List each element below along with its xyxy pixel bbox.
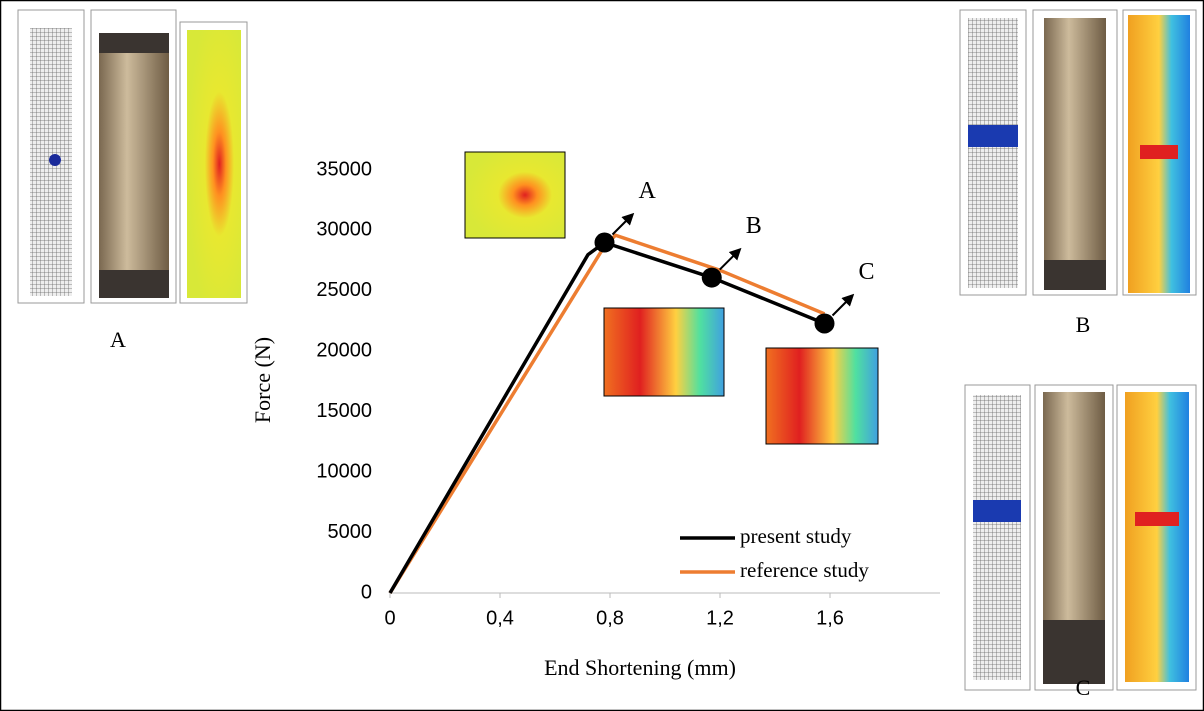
x-tick-label: 0,8: [596, 607, 624, 629]
x-tick-label: 1,6: [816, 607, 844, 629]
y-tick-label: 20000: [316, 340, 372, 362]
y-axis-label: Force (N): [250, 337, 275, 423]
y-tick-label: 10000: [316, 460, 372, 482]
point-marker: [814, 313, 835, 334]
y-tick-label: 35000: [316, 158, 372, 180]
panel-label: B: [1076, 312, 1091, 337]
legend-label: reference study: [740, 558, 869, 582]
point-marker: [701, 267, 722, 288]
y-tick-label: 0: [361, 581, 372, 603]
x-axis-label: End Shortening (mm): [544, 655, 736, 680]
point-label: C: [859, 259, 875, 285]
y-tick-label: 30000: [316, 219, 372, 241]
x-tick-label: 1,2: [706, 607, 734, 629]
point-arrow: [611, 212, 635, 236]
panel-a-images: [17, 9, 248, 304]
point-label: A: [639, 178, 657, 204]
point-arrow: [719, 247, 742, 271]
contour-insets: [464, 151, 879, 445]
y-tick-label: 5000: [328, 521, 373, 543]
series-line: [388, 233, 826, 594]
point-label: B: [746, 213, 762, 239]
y-tick-label: 25000: [316, 279, 372, 301]
x-tick-label: 0: [384, 607, 395, 629]
panel-b-images: [959, 9, 1197, 296]
panel-label: C: [1076, 675, 1091, 700]
x-tick-label: 0,4: [486, 607, 514, 629]
point-arrow: [831, 293, 855, 317]
point-marker: [594, 232, 615, 253]
panel-c-images: [964, 384, 1197, 691]
y-tick-label: 15000: [316, 400, 372, 422]
legend-label: present study: [740, 524, 852, 548]
panel-label: A: [110, 327, 126, 352]
